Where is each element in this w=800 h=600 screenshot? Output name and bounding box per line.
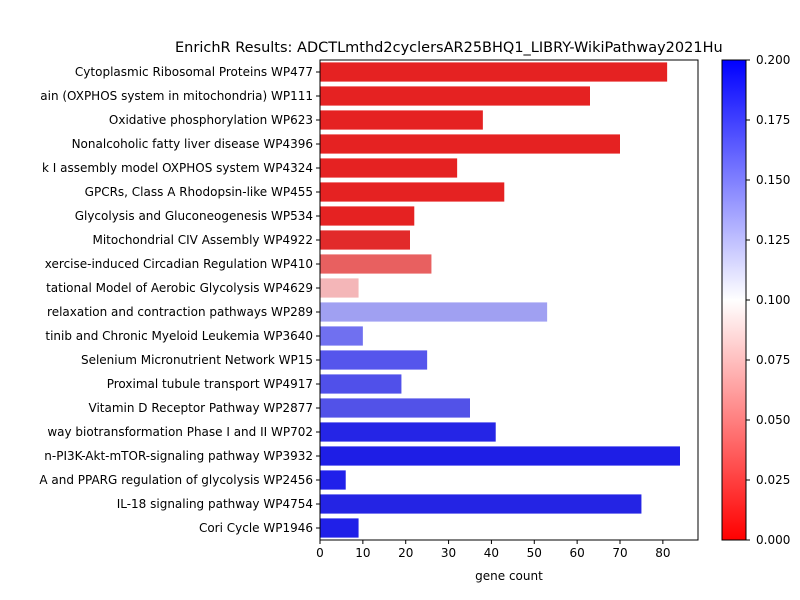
bar	[320, 518, 359, 538]
colorbar-tick-label: 0.150	[756, 173, 790, 187]
x-tick-label: 60	[570, 546, 585, 560]
x-tick-label: 40	[484, 546, 499, 560]
category-labels: Cytoplasmic Ribosomal Proteins WP477 ain …	[39, 65, 320, 535]
bar	[320, 398, 470, 418]
colorbar-tick-label: 0.125	[756, 233, 790, 247]
bar	[320, 278, 359, 298]
x-tick-label: 20	[398, 546, 413, 560]
bar	[320, 158, 458, 178]
x-axis-label: gene count	[475, 569, 543, 583]
colorbar-tick-label: 0.100	[756, 293, 790, 307]
category-label: tinib and Chronic Myeloid Leukemia WP364…	[45, 329, 313, 343]
colorbar-tick-label: 0.075	[756, 353, 790, 367]
category-label: n-PI3K-Akt-mTOR-signaling pathway WP3932	[44, 449, 313, 463]
category-label: Selenium Micronutrient Network WP15	[81, 353, 313, 367]
bar	[320, 422, 496, 442]
bar	[320, 470, 346, 490]
colorbar-tick-label: 0.200	[756, 53, 790, 67]
x-tick-label: 10	[355, 546, 370, 560]
x-axis-ticks: 0 10 20 30 40 50 60 70 80	[316, 540, 670, 560]
colorbar-ticks: 0.000 0.025 0.050 0.075 0.100 0.125 0.150 0.175…	[746, 53, 790, 547]
colorbar-tick-label: 0.050	[756, 413, 790, 427]
colorbar-tick-label: 0.025	[756, 473, 790, 487]
category-label: Cytoplasmic Ribosomal Proteins WP477	[75, 65, 313, 79]
bar	[320, 206, 415, 226]
plot-frame	[319, 59, 699, 541]
bar	[320, 62, 668, 82]
bar	[320, 230, 410, 250]
category-label: xercise-induced Circadian Regulation WP4…	[45, 257, 313, 271]
bar	[320, 86, 590, 106]
x-tick-label: 30	[441, 546, 456, 560]
category-label: IL-18 signaling pathway WP4754	[117, 497, 313, 511]
bar	[320, 182, 505, 202]
x-tick-label: 50	[527, 546, 542, 560]
category-label: Glycolysis and Gluconeogenesis WP534	[75, 209, 313, 223]
category-label: Nonalcoholic fatty liver disease WP4396	[72, 137, 313, 151]
colorbar	[721, 59, 747, 541]
bar	[320, 302, 548, 322]
category-label: Cori Cycle WP1946	[199, 521, 313, 535]
category-label: Proximal tubule transport WP4917	[107, 377, 313, 391]
bar	[320, 254, 432, 274]
bar	[320, 494, 642, 514]
category-label: relaxation and contraction pathways WP28…	[47, 305, 313, 319]
category-label: k I assembly model OXPHOS system WP4324	[42, 161, 313, 175]
category-label: Vitamin D Receptor Pathway WP2877	[89, 401, 314, 415]
bar	[320, 350, 428, 370]
bars	[320, 62, 680, 538]
category-label: Oxidative phosphorylation WP623	[109, 113, 313, 127]
category-label: tational Model of Aerobic Glycolysis WP4…	[46, 281, 313, 295]
chart-title: EnrichR Results: ADCTLmthd2cyclersAR25BH…	[175, 40, 723, 56]
x-tick-label: 70	[612, 546, 627, 560]
bar	[320, 374, 402, 394]
colorbar-tick-label: 0.175	[756, 113, 790, 127]
bar	[320, 446, 680, 466]
x-tick-label: 0	[316, 546, 324, 560]
bar	[320, 110, 483, 130]
category-label: Mitochondrial CIV Assembly WP4922	[92, 233, 313, 247]
category-label: ain (OXPHOS system in mitochondria) WP11…	[40, 89, 313, 103]
category-label: GPCRs, Class A Rhodopsin-like WP455	[85, 185, 313, 199]
bar	[320, 326, 363, 346]
colorbar-tick-label: 0.000	[756, 533, 790, 547]
bar	[320, 134, 620, 154]
category-label: A and PPARG regulation of glycolysis WP2…	[39, 473, 313, 487]
category-label: way biotransformation Phase I and II WP7…	[47, 425, 313, 439]
x-tick-label: 80	[655, 546, 670, 560]
